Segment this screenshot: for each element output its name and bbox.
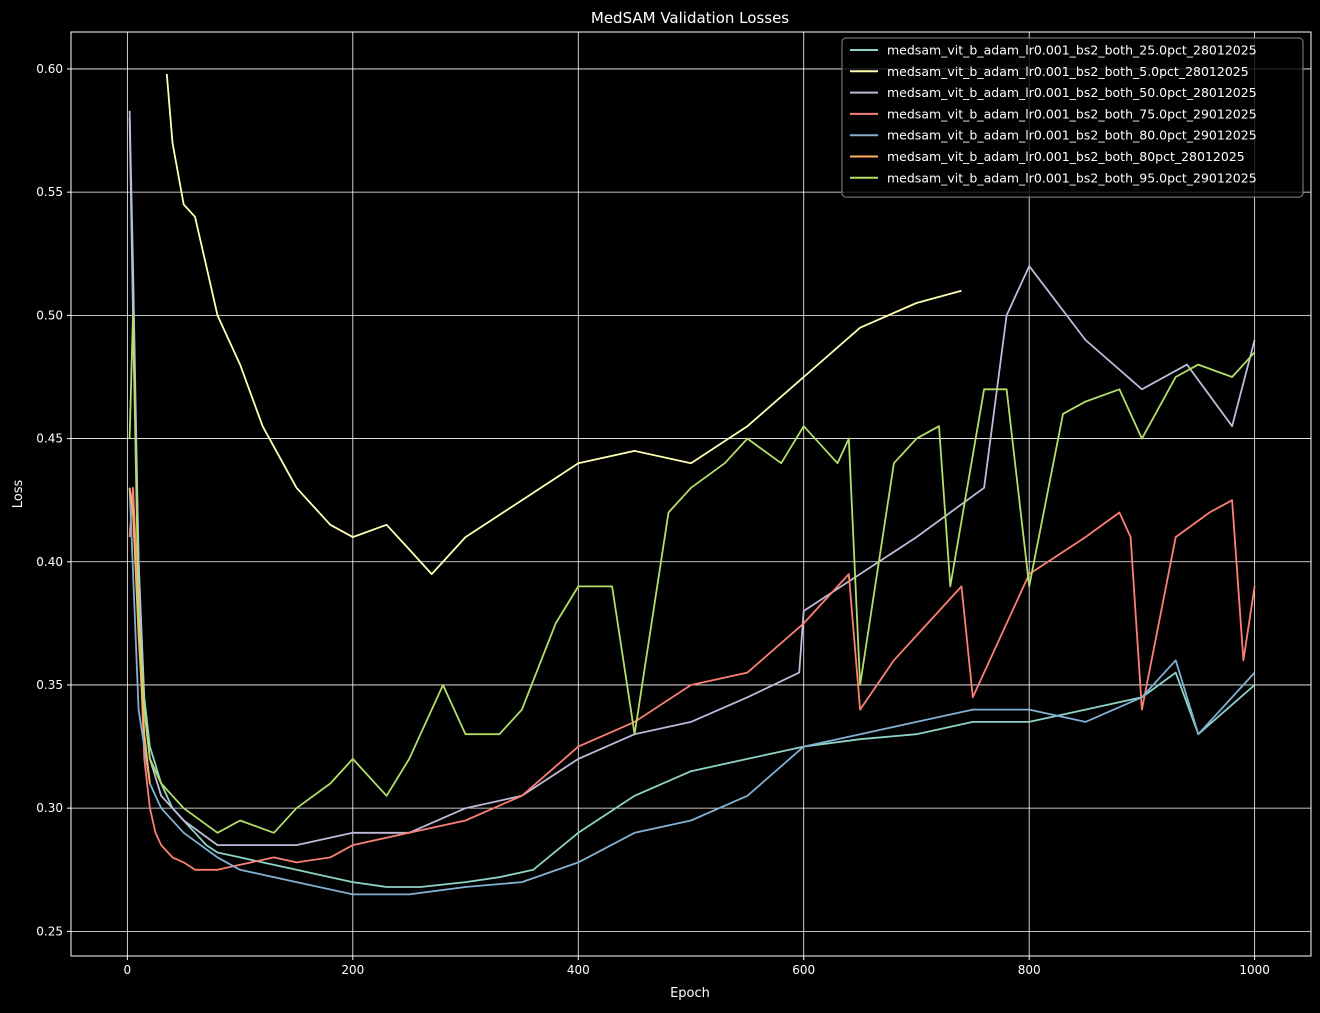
x-axis-label: Epoch xyxy=(670,986,710,1001)
series-line-3 xyxy=(128,110,1256,846)
y-axis-label: Loss xyxy=(11,480,26,509)
x-tick-label: 400 xyxy=(567,963,590,977)
y-tick-label: 0.60 xyxy=(36,62,63,76)
y-tick-label: 0.45 xyxy=(36,432,63,446)
series-line-2 xyxy=(165,73,962,575)
legend-entry: medsam_vit_b_adam_lr0.001_bs2_both_80pct… xyxy=(887,149,1245,164)
x-tick-label: 600 xyxy=(792,963,815,977)
x-tick-label: 200 xyxy=(341,963,364,977)
legend-entry: medsam_vit_b_adam_lr0.001_bs2_both_50.0p… xyxy=(887,85,1257,100)
legend-entry: medsam_vit_b_adam_lr0.001_bs2_both_75.0p… xyxy=(887,106,1257,121)
legend-entry: medsam_vit_b_adam_lr0.001_bs2_both_80.0p… xyxy=(887,128,1257,143)
chart-title: MedSAM Validation Losses xyxy=(591,9,789,27)
series-line-5 xyxy=(128,487,1256,896)
y-tick-label: 0.55 xyxy=(36,185,63,199)
legend: medsam_vit_b_adam_lr0.001_bs2_both_25.0p… xyxy=(841,37,1304,198)
ticks: 0 200 400 600 800 1000 0.25 0.30 0.35 0.40 0.45 0.5… xyxy=(36,62,1270,977)
x-tick-label: 0 xyxy=(124,963,132,977)
series-line-4 xyxy=(128,486,1256,871)
series-line-7 xyxy=(128,314,1256,834)
legend-box xyxy=(841,37,1304,198)
series-layer xyxy=(128,73,1256,896)
y-tick-label: 0.40 xyxy=(36,555,63,569)
y-tick-label: 0.35 xyxy=(36,678,63,692)
y-tick-label: 0.30 xyxy=(36,801,63,815)
y-tick-label: 0.50 xyxy=(36,308,63,322)
series-line-1 xyxy=(128,118,1256,888)
series-line-6 xyxy=(128,487,151,784)
x-tick-label: 1000 xyxy=(1239,963,1270,977)
legend-entry: medsam_vit_b_adam_lr0.001_bs2_both_95.0p… xyxy=(887,170,1257,185)
legend-entry: medsam_vit_b_adam_lr0.001_bs2_both_25.0p… xyxy=(887,43,1257,58)
x-tick-label: 800 xyxy=(1018,963,1041,977)
y-tick-label: 0.25 xyxy=(36,924,63,938)
legend-entry: medsam_vit_b_adam_lr0.001_bs2_both_5.0pc… xyxy=(887,64,1249,79)
